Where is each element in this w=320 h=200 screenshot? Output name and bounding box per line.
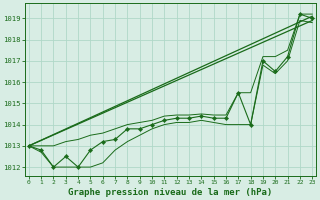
X-axis label: Graphe pression niveau de la mer (hPa): Graphe pression niveau de la mer (hPa) [68,188,273,197]
